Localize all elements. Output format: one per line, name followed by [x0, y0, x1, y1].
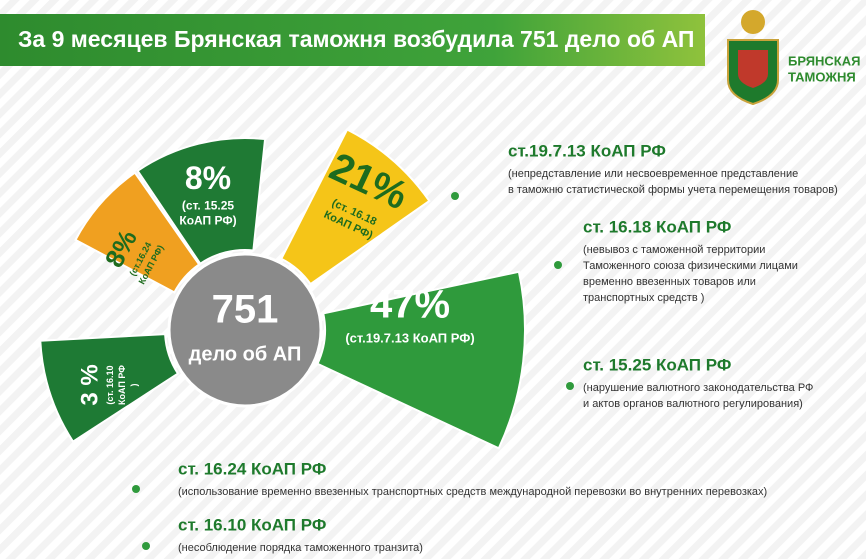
segment-article: КоАП РФ)	[179, 213, 236, 227]
legend-bullet	[554, 261, 562, 269]
segment-article: (ст.19.7.13 КоАП РФ)	[345, 330, 474, 345]
legend-description: (непредставление или несвоевременное пре…	[508, 168, 798, 180]
legend-bullet	[566, 382, 574, 390]
legend-title: ст.19.7.13 КоАП РФ	[508, 141, 666, 160]
segment-percent: 47%	[370, 283, 450, 327]
logo: БРЯНСКАЯ ТАМОЖНЯ	[727, 10, 860, 106]
segment	[279, 128, 431, 286]
legend-title: ст. 16.10 КоАП РФ	[178, 515, 326, 534]
legend-description: Таможенного союза физическими лицами	[583, 260, 798, 272]
segment-article: (ст. 15.25	[182, 198, 235, 212]
legend-title: ст. 16.18 КоАП РФ	[583, 217, 731, 236]
segment-percent: 8%	[185, 160, 231, 196]
legend-bullet	[142, 542, 150, 550]
center-label: дело об АП	[189, 343, 302, 365]
center-circle	[167, 252, 323, 408]
legend-description: (нарушение валютного законодательства РФ	[583, 382, 813, 394]
center-value: 751	[212, 288, 279, 332]
segment	[136, 137, 267, 266]
legend-description: (несоблюдение порядка таможенного транзи…	[178, 542, 423, 554]
title: За 9 месяцев Брянская таможня возбудила …	[18, 26, 694, 52]
segment-percent: 3 %	[77, 364, 104, 405]
segment-article: )	[129, 384, 139, 387]
legend-bullet	[132, 485, 140, 493]
logo-text: БРЯНСКАЯ	[788, 53, 860, 68]
legend-title: ст. 15.25 КоАП РФ	[583, 355, 731, 374]
segment-label: 47% (ст.19.7.13 КоАП РФ)	[345, 283, 474, 346]
segment	[316, 270, 526, 450]
segment	[74, 171, 201, 294]
title-bar	[0, 14, 705, 66]
legend: ст.19.7.13 КоАП РФ (непредставление или н…	[132, 141, 838, 554]
segments: 47%(ст.19.7.13 КоАП РФ)21%(ст. 16.18КоАП…	[39, 128, 526, 450]
legend-description: (невывоз с таможенной территории	[583, 244, 765, 256]
legend-description: транспортных средств )	[583, 292, 704, 304]
legend-description: в таможню статистической формы учета пер…	[508, 184, 838, 196]
legend-description: и актов органов валютного регулирования)	[583, 398, 803, 410]
legend-bullet	[451, 192, 459, 200]
segment-label: 3 % (ст. 16.10 КоАП РФ)	[77, 364, 139, 405]
legend-description: (использование временно ввезенных трансп…	[178, 486, 767, 498]
logo-text: ТАМОЖНЯ	[788, 69, 856, 84]
legend-description: временно ввезенных товаров или	[583, 276, 756, 288]
segment-article: КоАП РФ	[117, 365, 127, 405]
legend-title: ст. 16.24 КоАП РФ	[178, 459, 326, 478]
segment	[39, 333, 180, 444]
segment-article: (ст. 16.10	[105, 365, 115, 404]
